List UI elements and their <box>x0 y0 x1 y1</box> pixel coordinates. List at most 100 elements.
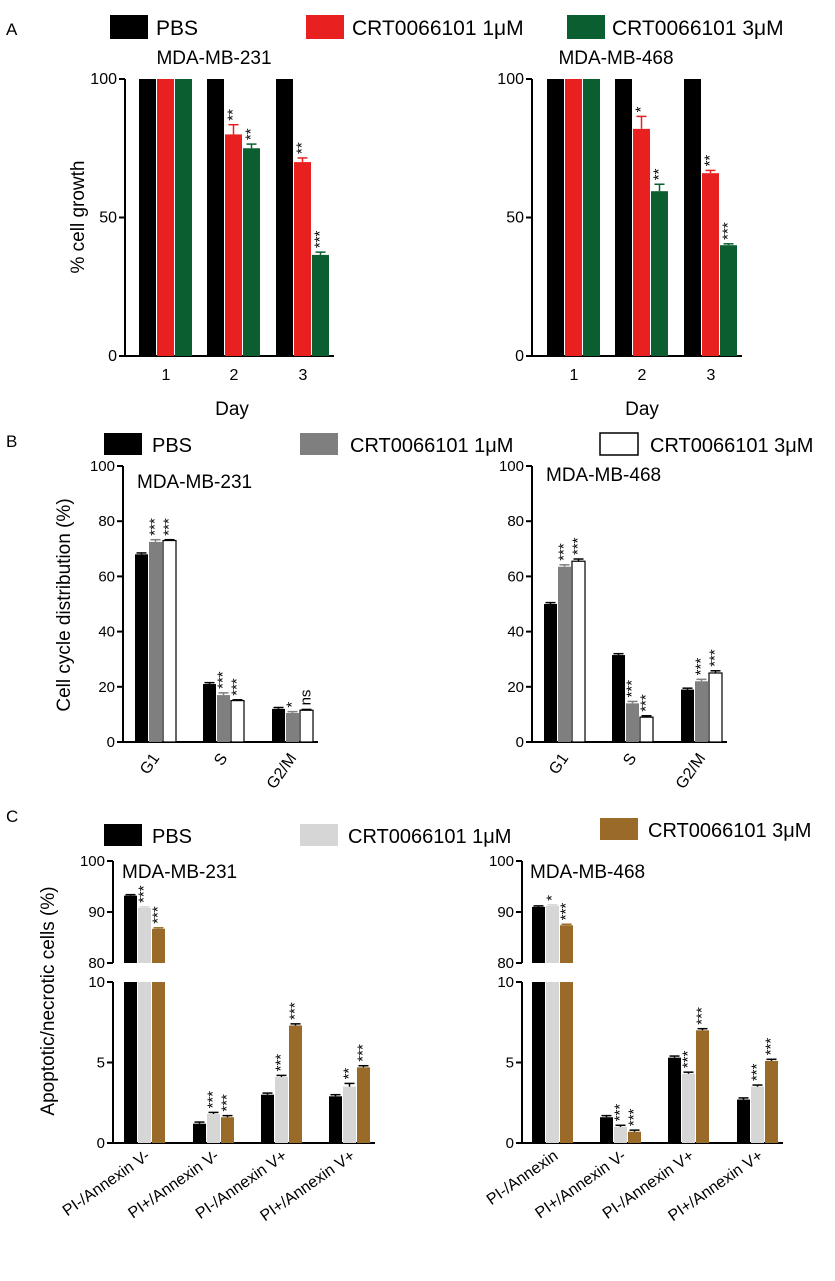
ylabel-a: % cell growth <box>68 161 89 274</box>
bar <box>571 560 586 743</box>
significance-label: *** <box>229 678 246 696</box>
bar <box>135 554 148 742</box>
bar <box>357 1067 370 1143</box>
significance-label: *** <box>638 694 655 712</box>
bar <box>682 1073 695 1143</box>
ylabel-b: Cell cycle distribution (%) <box>54 498 75 711</box>
y-tick-label: 80 <box>497 955 514 972</box>
y-tick-label: 0 <box>515 348 524 365</box>
bar-lower <box>560 982 573 1143</box>
legend-a-label-3um: CRT0066101 3μM <box>612 17 784 40</box>
significance-label: *** <box>624 680 641 698</box>
bar <box>708 672 723 743</box>
significance-label: *** <box>707 649 724 667</box>
significance-label: *** <box>556 543 573 561</box>
y-tick-label: 50 <box>99 210 117 227</box>
y-tick-label: 80 <box>98 513 115 530</box>
category-label: 2 <box>230 367 239 384</box>
bar <box>668 1057 681 1143</box>
significance-label: *** <box>626 1108 643 1126</box>
y-tick-label: 40 <box>98 624 115 641</box>
significance-label: *** <box>612 1104 629 1122</box>
bar <box>299 709 314 743</box>
y-tick-label: 100 <box>499 458 524 475</box>
y-tick-label: 80 <box>88 955 105 972</box>
y-tick-label: 10 <box>88 974 105 991</box>
bar <box>272 708 285 742</box>
bar-lower <box>124 982 137 1143</box>
panel-letter-a: A <box>6 20 18 39</box>
significance-label: *** <box>136 885 153 903</box>
legend-c-swatch-pbs <box>104 824 142 846</box>
bar-lower <box>532 982 545 1143</box>
bar <box>294 162 311 356</box>
chart-title-b-right: MDA-MB-468 <box>546 465 661 486</box>
significance-label: ** <box>225 109 242 121</box>
y-tick-label: 100 <box>497 71 524 88</box>
y-tick-label: 100 <box>90 458 115 475</box>
significance-label: *** <box>312 230 329 248</box>
bar <box>217 695 230 742</box>
bar <box>626 703 639 742</box>
ylabel-c: Apoptotic/necrotic cells (%) <box>38 886 59 1115</box>
significance-label: *** <box>273 1054 290 1072</box>
xlabel-a-left: Day <box>215 399 249 420</box>
bar <box>681 689 694 742</box>
bar <box>737 1099 750 1143</box>
bar <box>329 1096 342 1143</box>
bar <box>633 128 650 356</box>
significance-label: ** <box>243 128 260 140</box>
bar <box>651 191 668 356</box>
bar <box>639 716 654 743</box>
significance-label: *** <box>763 1038 780 1056</box>
significance-label: *** <box>161 518 178 536</box>
chart-c-mda-mb-468: 80901000510****PI-/Annexin******PI+/Anne… <box>484 853 783 1225</box>
legend-b-label-1um: CRT0066101 1μM <box>350 435 513 457</box>
legend-a-label-pbs: PBS <box>156 17 198 40</box>
bar <box>230 699 245 743</box>
bar-upper <box>560 925 573 963</box>
category-label: G2/M <box>264 751 300 793</box>
y-tick-label: 90 <box>88 904 105 921</box>
legend-a-label-1um: CRT0066101 1μM <box>352 17 524 40</box>
bar <box>696 1030 709 1143</box>
bar <box>615 79 632 356</box>
category-label: 3 <box>707 367 716 384</box>
bar-upper <box>138 907 151 963</box>
category-label: G1 <box>546 750 572 777</box>
significance-label: *** <box>215 671 232 689</box>
legend-b-label-3um: CRT0066101 3μM <box>650 435 813 457</box>
bar <box>558 566 571 742</box>
bar <box>547 79 564 356</box>
legend-c-label-pbs: PBS <box>152 826 192 848</box>
y-tick-label: 20 <box>98 679 115 696</box>
bar <box>157 79 174 356</box>
bar <box>583 79 600 356</box>
legend-a-swatch-pbs <box>110 15 148 39</box>
significance-label: * <box>633 106 650 112</box>
y-tick-label: 0 <box>108 348 117 365</box>
chart-title-a-right: MDA-MB-468 <box>558 48 673 69</box>
y-tick-label: 5 <box>97 1055 105 1072</box>
bar-upper <box>152 928 165 963</box>
bar <box>614 1126 627 1143</box>
legend-a-swatch-1um <box>306 15 344 39</box>
panel-letter-b: B <box>6 432 17 451</box>
bar <box>175 79 192 356</box>
y-tick-label: 50 <box>506 210 524 227</box>
bar <box>702 173 719 356</box>
y-tick-label: 100 <box>80 853 105 870</box>
significance-label: *** <box>720 222 737 240</box>
bar <box>695 681 708 742</box>
y-tick-label: 100 <box>489 853 514 870</box>
bar <box>343 1086 356 1143</box>
legend-b: PBS CRT0066101 1μM CRT0066101 3μM <box>104 432 813 457</box>
bar-upper <box>546 905 559 963</box>
bar <box>565 79 582 356</box>
bar <box>612 655 625 742</box>
y-tick-label: 60 <box>98 568 115 585</box>
y-tick-label: 40 <box>507 624 524 641</box>
category-label: G1 <box>137 750 163 777</box>
